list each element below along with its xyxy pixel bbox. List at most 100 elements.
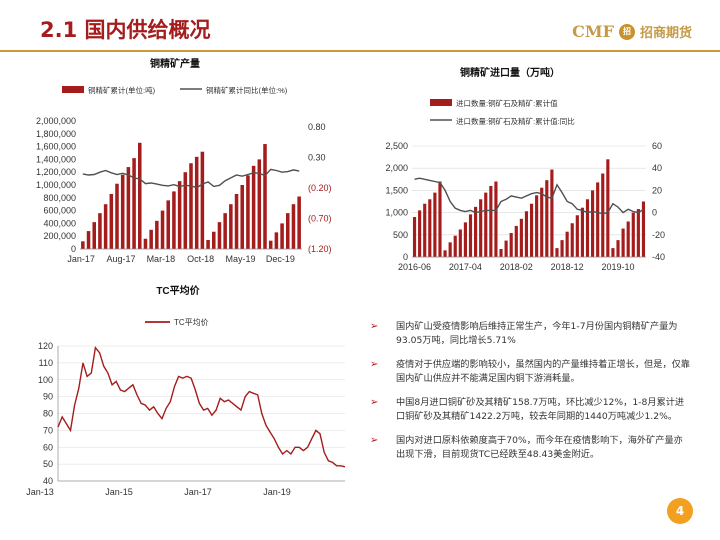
bar (109, 193, 114, 249)
bar (183, 172, 188, 249)
y-tick-label: 90 (43, 392, 53, 402)
bullet-arrow-icon: ➢ (370, 435, 379, 446)
y-left-tick-label: 0 (403, 252, 408, 262)
y-right-tick-label: (0.20) (308, 183, 332, 193)
legend-label: 铜精矿累计同比(单位:%) (206, 85, 288, 95)
y-right-tick-label: -40 (652, 252, 665, 262)
bar (611, 248, 615, 257)
logo-company-name: 招商期货 (639, 26, 692, 41)
y-left-tick-label: 500 (393, 230, 408, 240)
bar (223, 213, 227, 249)
chart-title: 铜精矿进口量（万吨） (460, 66, 560, 79)
commentary-text: 疫情对于供应端的影响较小，虽然国内的产量维持着正增长，但是，仅靠国内矿山供应并不… (396, 359, 690, 384)
bar (626, 221, 630, 257)
y-left-tick-label: 1,000 (385, 208, 408, 218)
bar (166, 200, 170, 249)
bar (177, 181, 182, 249)
bar (126, 167, 131, 249)
bar (631, 212, 635, 257)
bar (621, 228, 625, 257)
bar (268, 240, 273, 249)
y-left-tick-label: 1,400,000 (36, 154, 76, 164)
bar (575, 215, 579, 257)
bar (291, 204, 296, 249)
bar (484, 192, 488, 257)
chart-title: 铜精矿产量 (150, 57, 200, 70)
bullet-arrow-icon: ➢ (370, 397, 379, 408)
y-right-tick-label: 0.30 (308, 153, 326, 163)
bullet-arrow-icon: ➢ (370, 359, 379, 370)
bar (463, 222, 467, 257)
y-left-tick-label: 2,000 (385, 163, 408, 173)
bar (217, 222, 222, 249)
bar (433, 192, 437, 257)
legend-bar-swatch (430, 99, 452, 106)
y-left-tick-label: 1,600,000 (36, 142, 76, 152)
bar (504, 240, 508, 257)
yoy-line (82, 168, 300, 189)
commentary-item: ➢ 国内矿山受疫情影响后维持正常生产，今年1-7月份国内铜精矿产量为93.05万… (370, 320, 692, 348)
tc-price-line (57, 346, 346, 468)
legend-bar-swatch (62, 86, 84, 93)
bar (529, 203, 534, 257)
bar (189, 163, 193, 249)
bar (535, 195, 539, 257)
logo-mark-icon: 招 (618, 23, 635, 40)
x-tick-label: Aug-17 (106, 254, 135, 264)
bar (246, 175, 250, 249)
x-tick-label: 2019-10 (602, 262, 635, 272)
x-tick-label: 2017-04 (449, 262, 482, 272)
bar (172, 191, 176, 249)
legend-label: 进口数量:铜矿石及精矿:累计值:同比 (456, 116, 575, 126)
x-tick-label: Dec-19 (266, 254, 295, 264)
bar (120, 174, 125, 249)
bar (479, 199, 483, 257)
y-left-tick-label: 200,000 (43, 231, 76, 241)
bar (474, 206, 478, 257)
bar (580, 207, 584, 257)
bar (81, 241, 85, 249)
legend-label: 铜精矿累计(单位:吨) (88, 85, 156, 95)
bar (494, 181, 498, 257)
bar (206, 240, 210, 249)
x-tick-label: Jan-17 (184, 487, 212, 497)
x-tick-label: 2018-02 (500, 262, 533, 272)
y-tick-label: 120 (38, 341, 53, 351)
bar (286, 213, 290, 249)
bar (103, 204, 108, 249)
copper-concentrate-imports-chart: 铜精矿进口量（万吨） 进口数量:铜矿石及精矿:累计值进口数量:铜矿石及精矿:累计值… (385, 66, 665, 272)
y-right-tick-label: 20 (652, 185, 662, 195)
bar (212, 231, 216, 249)
bar (606, 159, 610, 257)
bar (585, 199, 590, 257)
bar (468, 214, 473, 257)
bar (251, 165, 256, 249)
y-tick-label: 110 (39, 358, 53, 368)
bar (489, 185, 493, 257)
bar (453, 235, 457, 257)
bar (636, 209, 640, 257)
y-left-tick-label: 2,000,000 (36, 116, 76, 126)
bar (297, 196, 301, 249)
bar (448, 242, 452, 257)
legend-label: 进口数量:铜矿石及精矿:累计值 (456, 98, 558, 108)
bar (274, 232, 279, 249)
bar (438, 181, 442, 257)
commentary-text: 国内矿山受疫情影响后维持正常生产，今年1-7月份国内铜精矿产量为93.05万吨，… (396, 321, 678, 346)
bar (234, 193, 239, 249)
x-tick-label: Mar-18 (147, 254, 176, 264)
bar (514, 225, 518, 257)
y-tick-label: 80 (43, 409, 53, 419)
bar (200, 151, 205, 249)
bar (423, 203, 427, 257)
y-right-tick-label: -20 (652, 230, 665, 240)
bar (115, 183, 119, 249)
commentary-text: 中国8月进口铜矿砂及其精矿158.7万吨，环比减少12%，1-8月累计进口铜矿砂… (396, 397, 685, 422)
bar (641, 201, 646, 257)
bar (524, 211, 529, 257)
bar (616, 240, 620, 257)
bar (428, 199, 432, 257)
y-right-tick-label: (1.20) (308, 244, 332, 254)
